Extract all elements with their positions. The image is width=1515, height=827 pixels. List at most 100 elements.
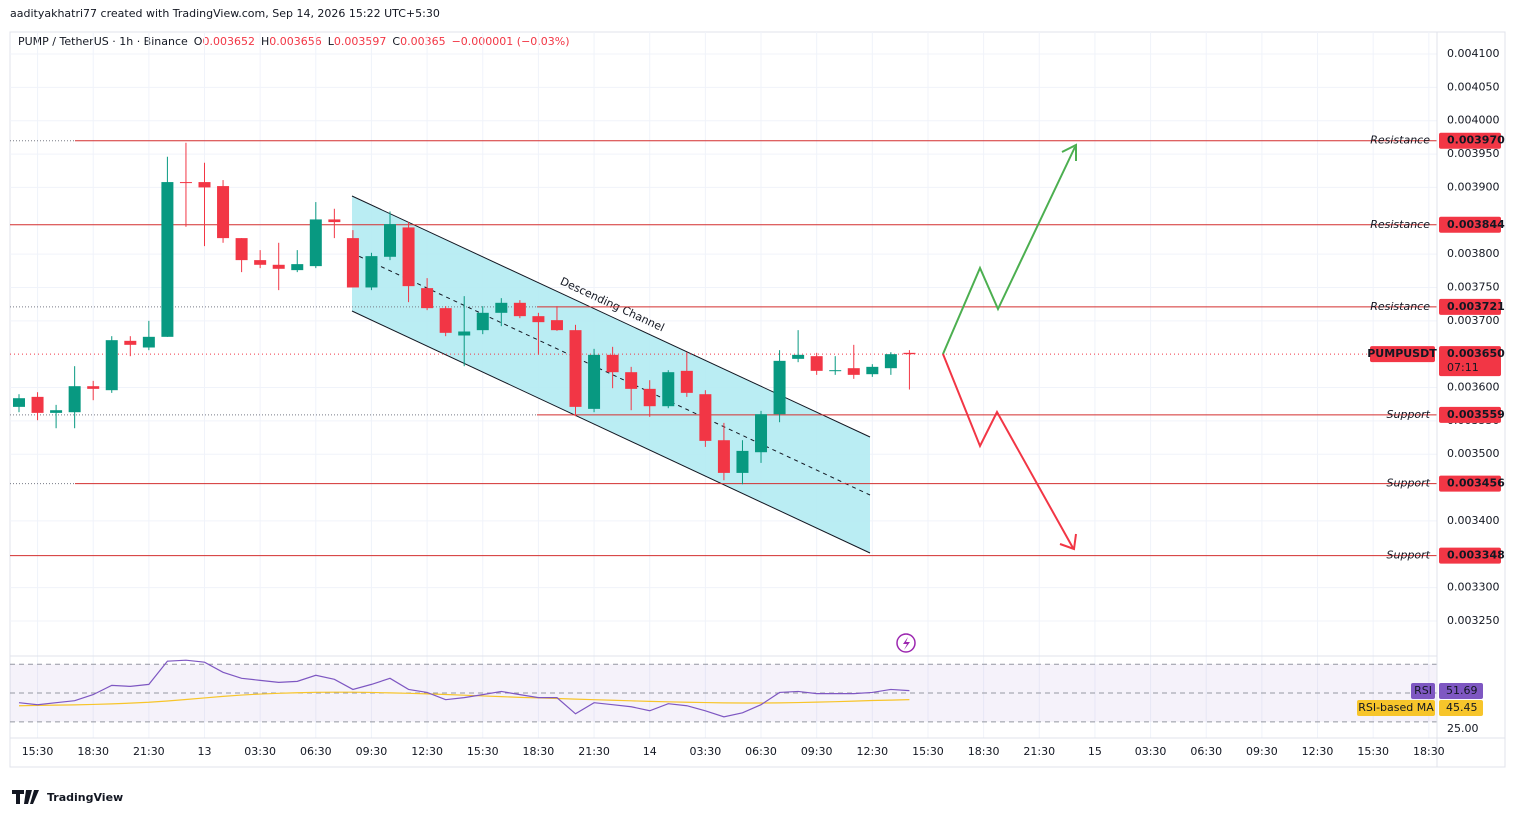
candle-body: [606, 354, 619, 373]
bull-path: [942, 146, 1076, 355]
candle-body: [179, 182, 192, 184]
last-price-label: 0.003650: [1447, 347, 1505, 360]
y-tick-label: 0.003800: [1447, 247, 1500, 260]
bear-arrowhead: [1059, 533, 1077, 551]
level-badge: [1439, 475, 1501, 492]
candle-body: [272, 264, 285, 269]
y-tick-label: 0.003300: [1447, 581, 1500, 594]
event-icon[interactable]: [896, 633, 916, 653]
y-tick-label: 0.003950: [1447, 147, 1500, 160]
bull-arrowhead: [1061, 143, 1077, 161]
y-tick-label: 0.003700: [1447, 314, 1500, 327]
level-name: Support: [1387, 477, 1431, 490]
x-tick-label: 14: [643, 745, 657, 758]
x-tick-label: 15:30: [467, 745, 499, 758]
ohlc-value: 0.003652: [202, 35, 255, 48]
rsi-tick-label: 25.00: [1447, 722, 1479, 735]
rsi-name: RSI-based MA: [1358, 701, 1434, 714]
level-badge: [1439, 298, 1501, 315]
candle-body: [217, 186, 230, 239]
candle-body: [458, 331, 471, 336]
candle-body: [569, 330, 582, 407]
candle-body: [235, 238, 248, 261]
candle-body: [903, 352, 916, 355]
candle-body: [717, 440, 730, 473]
candle-body: [643, 388, 656, 407]
ohlc-value: 0.003597: [334, 35, 387, 48]
y-tick-label: 0.003600: [1447, 381, 1500, 394]
candle-body: [884, 354, 897, 369]
level-name: Resistance: [1370, 300, 1430, 313]
header: PUMP / TetherUS · 1h · Binance O0.003652 H…: [18, 35, 570, 48]
x-tick-label: 06:30: [300, 745, 332, 758]
rsi-line: [18, 659, 910, 718]
candle-body: [829, 370, 842, 372]
level-badge-label: 0.003970: [1447, 134, 1505, 147]
ohlc-key: H: [261, 35, 269, 48]
grid: [10, 32, 1437, 738]
x-tick-label: 18:30: [968, 745, 1000, 758]
x-tick-label: 21:30: [133, 745, 165, 758]
axes: 15:30 18:30 21:30 13 03:30 06:30 09:30 12:30 15:…: [22, 47, 1505, 758]
candle-body: [588, 354, 601, 409]
x-tick-label: 21:30: [578, 745, 610, 758]
symbol-badge: [1370, 346, 1435, 363]
y-tick-label: 0.003400: [1447, 514, 1500, 527]
symbol-badge-label: PUMPUSDT: [1367, 347, 1437, 360]
candle-body: [254, 260, 267, 265]
candle-body: [384, 224, 397, 257]
event-bolt: [903, 637, 910, 650]
candle-body: [291, 264, 304, 271]
candle-body: [866, 366, 879, 375]
candle-body: [346, 238, 359, 288]
candle-body: [309, 219, 322, 267]
candle-body: [31, 396, 44, 413]
x-tick-label: 18:30: [77, 745, 109, 758]
x-tick-label: 09:30: [356, 745, 388, 758]
y-tick-label: 0.003900: [1447, 180, 1500, 193]
x-tick-label: 06:30: [1190, 745, 1222, 758]
candle-body: [198, 182, 211, 188]
candle-body: [365, 256, 378, 288]
x-tick-label: 15:30: [912, 745, 944, 758]
candles: [12, 142, 916, 485]
candle-body: [773, 360, 786, 415]
candle-body: [792, 354, 805, 359]
candle-body: [124, 340, 137, 345]
rsi-ma-line: [18, 691, 910, 707]
rsi-badge: [1439, 700, 1483, 716]
symbol: PUMP / TetherUS · 1h · Binance: [18, 35, 188, 48]
y-tick-label: 0.003500: [1447, 447, 1500, 460]
candle-body: [662, 372, 675, 407]
ohlc-key: O: [194, 35, 203, 48]
candle-body: [439, 308, 452, 333]
candle-body: [550, 320, 563, 331]
level-name: Support: [1387, 549, 1431, 562]
candle-body: [755, 414, 768, 453]
rsi-pane: [10, 659, 1437, 723]
x-tick-label: 15: [1088, 745, 1102, 758]
candle-body: [680, 370, 693, 393]
ohlc-value: 0.00365: [400, 35, 446, 48]
y-tick-label: 0.004100: [1447, 47, 1500, 60]
candle-body: [625, 372, 638, 389]
logo: TradingView: [12, 790, 123, 804]
x-tick-label: 09:30: [801, 745, 833, 758]
level-badge: [1439, 132, 1501, 149]
x-tick-label: 06:30: [745, 745, 777, 758]
rsi-name: RSI: [1414, 684, 1432, 697]
level-badge: [1439, 547, 1501, 564]
level-badge: [1439, 406, 1501, 423]
rsi-name-badge: [1357, 700, 1435, 716]
level-badge-label: 0.003559: [1447, 408, 1505, 421]
candle-body: [142, 336, 155, 348]
candle-body: [328, 219, 341, 223]
level-name: Resistance: [1370, 218, 1430, 231]
countdown: 07:11: [1447, 361, 1479, 374]
level-badge-label: 0.003456: [1447, 477, 1505, 490]
logo-text: TradingView: [47, 791, 123, 804]
level-name: Support: [1387, 408, 1431, 421]
ohlc-key: L: [328, 35, 335, 48]
